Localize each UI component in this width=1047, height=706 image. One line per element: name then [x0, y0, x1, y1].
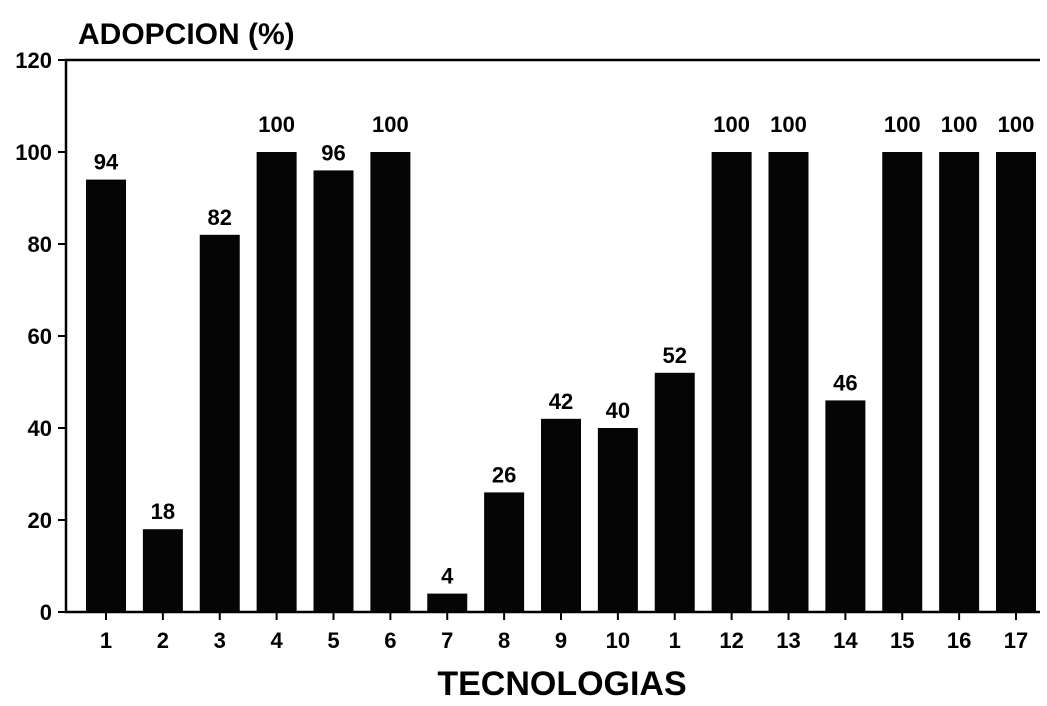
bar-16 — [939, 152, 980, 612]
bar-3 — [199, 234, 240, 613]
data-label-15: 100 — [884, 112, 921, 137]
bar-5 — [313, 170, 354, 612]
bar-15 — [882, 152, 923, 612]
data-label-7: 4 — [441, 564, 454, 589]
x-tick-label-13: 13 — [776, 628, 800, 653]
data-label-8: 26 — [492, 462, 516, 487]
x-tick-label-11: 1 — [669, 628, 681, 653]
y-tick-label-0: 0 — [40, 600, 52, 625]
x-tick-label-12: 12 — [719, 628, 743, 653]
bar-10 — [597, 428, 638, 612]
y-tick-label-20: 20 — [28, 508, 52, 533]
data-label-16: 100 — [941, 112, 978, 137]
y-tick-label-80: 80 — [28, 232, 52, 257]
x-tick-label-1: 1 — [100, 628, 112, 653]
x-tick-label-2: 2 — [157, 628, 169, 653]
data-label-10: 40 — [606, 398, 630, 423]
data-label-17: 100 — [998, 112, 1035, 137]
y-axis-title: ADOPCION (%) — [78, 18, 295, 51]
x-tick-label-15: 15 — [890, 628, 914, 653]
x-tick-label-6: 6 — [384, 628, 396, 653]
bar-4 — [256, 152, 297, 612]
x-tick-label-3: 3 — [214, 628, 226, 653]
data-label-12: 100 — [713, 112, 750, 137]
data-label-3: 82 — [208, 205, 232, 230]
data-label-6: 100 — [372, 112, 409, 137]
x-tick-label-10: 10 — [606, 628, 630, 653]
x-tick-label-8: 8 — [498, 628, 510, 653]
bar-13 — [768, 152, 809, 612]
data-label-9: 42 — [549, 389, 573, 414]
bar-6 — [370, 152, 411, 612]
data-label-13: 100 — [770, 112, 807, 137]
data-label-5: 96 — [321, 140, 345, 165]
x-tick-label-5: 5 — [327, 628, 339, 653]
x-tick-label-9: 9 — [555, 628, 567, 653]
bar-8 — [484, 492, 525, 612]
bar-7 — [427, 593, 468, 612]
data-label-1: 94 — [94, 150, 119, 175]
x-tick-label-4: 4 — [271, 628, 284, 653]
x-tick-label-17: 17 — [1004, 628, 1028, 653]
bar-2 — [142, 529, 183, 612]
x-tick-label-7: 7 — [441, 628, 453, 653]
y-tick-label-60: 60 — [28, 324, 52, 349]
y-tick-label-100: 100 — [15, 140, 52, 165]
x-axis-title: TECNOLOGIAS — [437, 665, 686, 703]
bar-14 — [825, 400, 866, 612]
bar-12 — [711, 152, 752, 612]
y-tick-label-120: 120 — [15, 48, 52, 73]
x-tick-label-14: 14 — [833, 628, 858, 653]
data-label-11: 52 — [663, 343, 687, 368]
bar-17 — [996, 152, 1036, 612]
y-tick-label-40: 40 — [28, 416, 52, 441]
data-label-2: 18 — [151, 499, 175, 524]
data-label-4: 100 — [258, 112, 295, 137]
bar-1 — [86, 179, 126, 612]
data-label-14: 46 — [833, 370, 857, 395]
bar-11 — [654, 372, 695, 612]
bar-9 — [541, 418, 581, 612]
x-tick-label-16: 16 — [947, 628, 971, 653]
